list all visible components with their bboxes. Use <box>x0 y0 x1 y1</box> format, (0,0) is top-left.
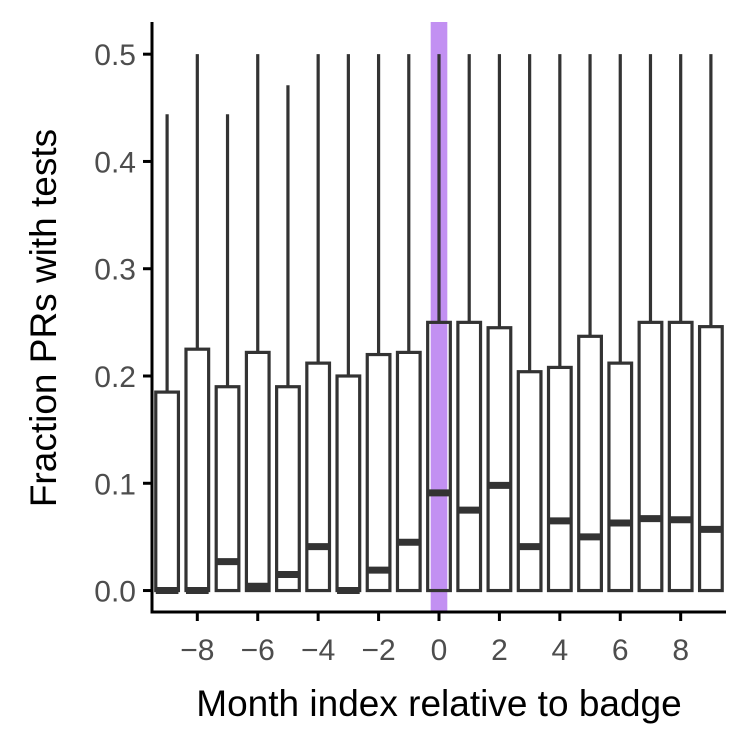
iqr-box <box>214 385 241 593</box>
x-tick-label: 2 <box>491 634 508 667</box>
y-tick-label: 0.5 <box>94 39 136 72</box>
iqr-box <box>426 320 452 593</box>
x-tick-label: 8 <box>672 634 689 667</box>
box-month-6 <box>607 54 634 593</box>
iqr-box <box>154 390 181 593</box>
iqr-box <box>546 365 573 593</box>
iqr-box <box>365 352 392 593</box>
box-month-1 <box>456 54 483 593</box>
box-month--5 <box>275 85 301 593</box>
iqr-box <box>335 374 362 593</box>
box-month--7 <box>214 114 241 593</box>
x-tick-label: −2 <box>361 634 395 667</box>
iqr-box <box>244 350 271 593</box>
y-axis-title: Fraction PRs with tests <box>23 129 64 507</box>
box-month-3 <box>516 54 543 593</box>
y-tick-label: 0.2 <box>94 361 136 394</box>
x-tick-label: 4 <box>551 634 568 667</box>
x-axis-title: Month index relative to badge <box>196 683 681 724</box>
box-month--8 <box>184 54 211 595</box>
box-month-9 <box>697 54 724 593</box>
x-tick-label: 6 <box>612 634 629 667</box>
iqr-box <box>456 320 483 593</box>
box-month-5 <box>577 54 603 593</box>
iqr-box <box>486 326 513 593</box>
tick-layer: 0.0 0.1 0.2 0.3 0.4 0.5 −8 −6 −4 −2 0 2 4 6 8 <box>94 39 689 667</box>
box-month--4 <box>305 54 332 593</box>
iqr-box <box>305 361 332 593</box>
box-month--6 <box>244 54 271 593</box>
iqr-box <box>697 325 724 593</box>
box-month--9 <box>154 114 181 595</box>
iqr-box <box>516 370 543 593</box>
box-month-0 <box>426 54 452 593</box>
y-tick-label: 0.0 <box>94 576 136 609</box>
box-month-7 <box>637 54 664 593</box>
iqr-box <box>667 320 694 593</box>
box-month-4 <box>546 54 573 593</box>
box-month-2 <box>486 54 513 593</box>
x-tick-label: 0 <box>431 634 448 667</box>
x-tick-label: −6 <box>241 634 275 667</box>
iqr-box <box>275 385 301 593</box>
y-tick-label: 0.3 <box>94 254 136 287</box>
box-month-8 <box>667 54 694 593</box>
iqr-box <box>637 320 664 593</box>
box-month--3 <box>335 54 362 595</box>
x-tick-label: −4 <box>301 634 335 667</box>
iqr-box <box>607 361 634 593</box>
box-layer <box>154 54 724 595</box>
iqr-box <box>184 347 211 593</box>
y-tick-label: 0.4 <box>94 146 136 179</box>
iqr-box <box>395 350 422 593</box>
iqr-box <box>577 334 603 593</box>
y-tick-label: 0.1 <box>94 468 136 501</box>
box-month--2 <box>365 54 392 593</box>
x-tick-label: −8 <box>180 634 214 667</box>
box-month--1 <box>395 54 422 593</box>
